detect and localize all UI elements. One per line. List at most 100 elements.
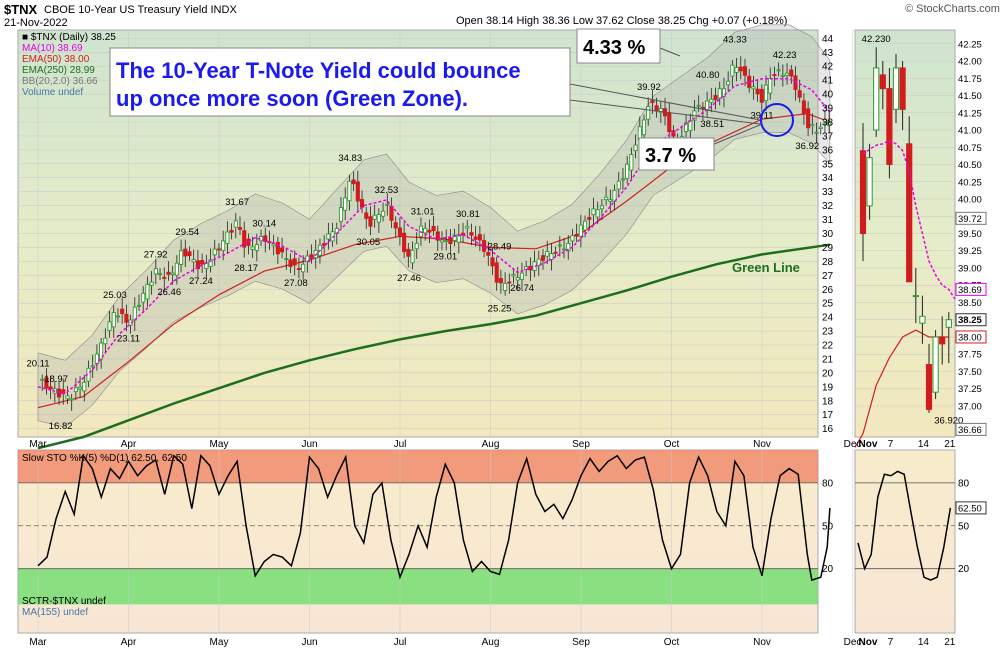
price-candle [822, 119, 827, 123]
price-candle [296, 268, 301, 270]
chart-name: CBOE 10-Year US Treasury Yield INDX [44, 4, 237, 16]
zoom-side-tag: 38.00 [958, 332, 982, 343]
price-candle [456, 234, 461, 243]
zoom-y-tick: 37.75 [958, 350, 982, 361]
price-candle [359, 199, 365, 208]
price-label: 38.51 [700, 119, 724, 130]
price-y-tick: 19 [822, 382, 834, 393]
price-candle [166, 271, 171, 275]
price-label: 16.82 [49, 421, 73, 432]
zoom-sto-y-tick: 20 [958, 564, 970, 575]
zoom-sto-y-tick: 80 [958, 478, 970, 489]
zoom-sto-x-tick: Nov [859, 637, 878, 648]
price-candle [389, 205, 394, 221]
price-label: 43.33 [723, 35, 747, 46]
price-candle [40, 378, 45, 381]
price-candle [157, 272, 163, 275]
legend-ma10: MA(10) 38.69 [22, 43, 83, 54]
zoom-x-tick: 14 [918, 439, 930, 450]
sto-legend-ma155: MA(155) undef [22, 607, 88, 618]
zoom-price-label: 42.230 [862, 34, 891, 45]
price-y-tick: 30 [822, 229, 834, 240]
price-candle [806, 108, 811, 129]
callout-line-1: The 10-Year T-Note Yield could bounce [116, 58, 521, 83]
price-y-tick: 33 [822, 187, 834, 198]
price-candle [393, 222, 398, 229]
zoom-side-tag: 39.72 [958, 214, 982, 225]
price-candle [48, 386, 53, 390]
price-candle [368, 216, 373, 227]
price-label: 30.14 [252, 219, 276, 230]
price-candle [713, 95, 718, 100]
price-candle [162, 276, 167, 279]
price-candle [473, 236, 478, 240]
zoom-y-tick: 42.25 [958, 39, 982, 50]
ema250-line [37, 243, 831, 450]
price-candle [629, 154, 634, 171]
zoom-y-tick: 38.50 [958, 298, 982, 309]
zoom-price-label: 36.920 [934, 415, 963, 426]
price-candle [376, 214, 381, 223]
zoom-sto-tag: 62.50 [955, 501, 987, 515]
price-candle [187, 251, 192, 257]
price-candle [742, 66, 748, 76]
sto-legend-sctr: SCTR-$TNX undef [22, 596, 106, 607]
price-candle [343, 197, 348, 211]
price-candle [444, 240, 449, 242]
price-candle [212, 248, 217, 256]
price-candle [280, 247, 285, 253]
sto-y-tick: 80 [822, 478, 834, 489]
zoom-candle [945, 319, 952, 328]
price-y-tick: 29 [822, 243, 834, 254]
zoom-sto-tag: 62.50 [958, 503, 982, 514]
callout: The 10-Year T-Note Yield could bounce up… [109, 28, 800, 275]
price-candle [801, 100, 806, 115]
price-candle [730, 64, 735, 77]
price-label: 39.92 [637, 82, 661, 93]
zoom-side-tag-box [955, 211, 987, 225]
price-label: 25.25 [488, 304, 512, 315]
price-candle [498, 278, 503, 284]
price-label: 18.97 [44, 374, 68, 385]
zoom-sto-tag-box [955, 501, 987, 515]
price-candle [233, 220, 238, 228]
zoom-sto-y-axis: 20 50 80 [958, 478, 970, 575]
price-x-tick: Jun [301, 439, 317, 450]
sto-x-tick: Sep [572, 637, 590, 648]
sto-y-axis: 20 50 80 [822, 478, 834, 575]
sto-x-tick: May [210, 637, 229, 648]
price-candle [553, 251, 558, 254]
price-candle [435, 231, 440, 241]
price-candle [709, 98, 714, 103]
price-candle [406, 248, 411, 257]
price-candle [174, 262, 179, 276]
price-candle [73, 387, 78, 392]
price-candle [275, 241, 280, 255]
price-candle [452, 234, 457, 241]
zoom-candle [939, 336, 946, 345]
price-y-tick: 34 [822, 173, 834, 184]
price-candle [490, 257, 495, 267]
price-y-tick: 42 [822, 62, 834, 73]
price-candle [477, 234, 482, 241]
price-label: 40.80 [696, 70, 720, 81]
callout-433: 4.33 % [583, 37, 645, 59]
price-candle [646, 106, 651, 120]
zoom-y-tick: 40.75 [958, 143, 982, 154]
price-label: 27.24 [189, 276, 213, 287]
price-candle [515, 277, 520, 281]
price-candle [566, 242, 571, 252]
price-candle [667, 112, 672, 133]
price-y-tick: 26 [822, 285, 834, 296]
zoom-candle [925, 364, 933, 410]
price-x-axis: Mar Apr May Jun Jul Aug Sep Oct Nov Dec [29, 439, 861, 450]
price-candle [69, 398, 74, 401]
price-candle [208, 259, 213, 268]
zoom-candle [879, 74, 886, 90]
price-label: 31.67 [225, 197, 249, 208]
price-candle [397, 227, 402, 236]
price-candle [776, 69, 781, 72]
ma10-line [37, 78, 831, 395]
price-candle [763, 84, 769, 102]
